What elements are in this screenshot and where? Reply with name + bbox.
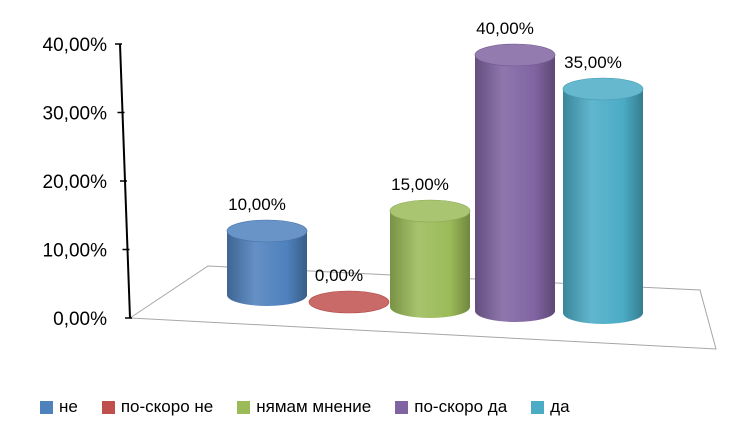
bar-body (563, 89, 643, 324)
bar-body (227, 231, 307, 306)
y-tick-label: 30,00% (43, 104, 108, 125)
data-labels: 10,00% 0,00% 15,00% 40,00% 35,00% (228, 19, 622, 285)
floor-outline (128, 265, 717, 350)
legend-swatch (395, 400, 409, 414)
legend-label: не (59, 397, 78, 416)
legend-item-ne: не (40, 397, 78, 417)
y-tick-label: 20,00% (43, 172, 108, 193)
value-axis: 0,00% 10,00% 20,00% 30,00% 40,00% (43, 35, 132, 330)
legend-item-po-skoro-ne: по-скоро не (101, 397, 214, 417)
data-label: 10,00% (228, 195, 286, 214)
bar-top (226, 219, 308, 243)
bar-body (390, 211, 470, 318)
legend: не по-скоро не нямам мнение по-скоро да … (40, 396, 570, 418)
bar-2 (308, 290, 390, 314)
legend-swatch (531, 400, 545, 414)
data-label: 40,00% (476, 19, 534, 38)
bar-top (562, 77, 644, 101)
data-label: 15,00% (391, 175, 449, 194)
legend-item-nyamam-mnenie: нямам мнение (237, 397, 371, 417)
data-label: 35,00% (564, 53, 622, 72)
bar-top (389, 199, 471, 223)
chart-floor (128, 265, 717, 350)
y-tick-label: 0,00% (53, 309, 107, 330)
legend-swatch (237, 400, 251, 414)
legend-label: да (550, 397, 570, 416)
legend-label: по-скоро не (120, 397, 214, 416)
bar-body (475, 55, 555, 322)
bar-1 (226, 219, 308, 306)
legend-label: нямам мнение (256, 397, 372, 416)
y-tick-label: 40,00% (43, 35, 108, 56)
data-label: 0,00% (315, 266, 363, 285)
y-tick-label: 10,00% (43, 241, 108, 262)
legend-item-po-skoro-da: по-скоро да (395, 397, 507, 417)
bar-chart: 0,00%10,00%20,00%30,00%40,00% 10,00%0,00… (43, 19, 717, 350)
bar-top (308, 290, 390, 314)
legend-swatch (40, 400, 53, 414)
bars (226, 43, 644, 324)
legend-label: по-скоро да (414, 397, 508, 416)
legend-item-da: да (531, 397, 570, 417)
bar-5 (562, 77, 644, 324)
bar-top (474, 43, 556, 67)
bar-4 (474, 43, 556, 322)
legend-swatch (101, 400, 115, 414)
bar-3 (389, 199, 471, 318)
